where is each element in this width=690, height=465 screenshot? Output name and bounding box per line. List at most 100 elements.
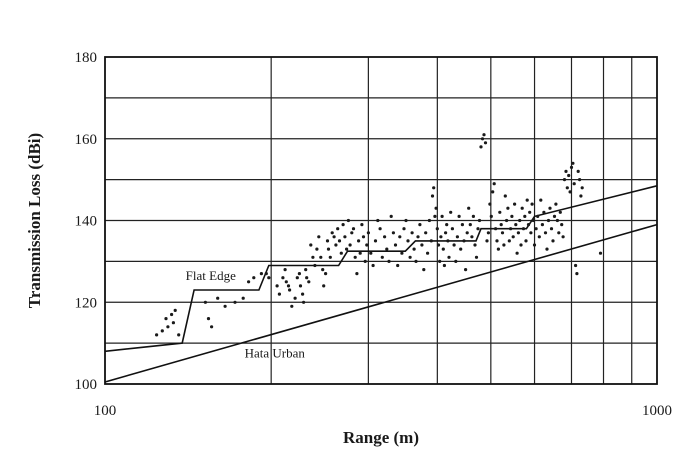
scatter-point <box>536 214 540 218</box>
scatter-point <box>571 161 575 165</box>
scatter-point <box>578 178 582 182</box>
scatter-point <box>576 169 580 173</box>
scatter-point <box>567 173 571 178</box>
scatter-point <box>554 202 558 206</box>
scatter-point <box>160 329 164 333</box>
scatter-point <box>385 247 389 251</box>
scatter-point <box>565 186 569 190</box>
scatter-point <box>537 235 541 239</box>
plot-frame <box>104 56 658 385</box>
scatter-point <box>542 210 546 214</box>
scatter-point <box>551 239 555 243</box>
scatter-point <box>171 321 175 325</box>
scatter-point <box>438 259 442 263</box>
scatter-point <box>524 239 528 243</box>
scatter-point <box>393 243 398 247</box>
scatter-point <box>383 235 387 239</box>
scatter-point <box>439 235 443 239</box>
annotation-label: Hata Urban <box>245 345 306 360</box>
scatter-point <box>482 133 486 137</box>
scatter-point <box>436 243 441 247</box>
scatter-point <box>477 218 482 223</box>
scatter-point <box>440 214 444 218</box>
scatter-point <box>339 251 343 255</box>
y-tick-label: 160 <box>75 132 98 148</box>
plot-border <box>104 56 658 385</box>
series-line <box>104 223 658 383</box>
scatter-point <box>480 137 485 141</box>
scatter-point <box>241 296 245 300</box>
scatter-point <box>507 239 511 243</box>
scatter-point <box>281 276 285 280</box>
scatter-point <box>223 304 227 308</box>
scatter-point <box>470 235 474 239</box>
scatter-point <box>488 202 492 206</box>
scatter-point <box>435 227 439 231</box>
scatter-point <box>325 239 330 243</box>
scatter-point <box>315 247 319 251</box>
scatter-point <box>532 243 537 247</box>
scatter-point <box>252 276 256 280</box>
scatter-point <box>345 247 349 251</box>
scatter-point <box>557 231 561 235</box>
scatter-point <box>518 218 522 223</box>
scatter-point <box>479 145 483 149</box>
scatter-point <box>452 243 456 247</box>
scatter-point <box>203 300 207 304</box>
scatter-point <box>337 239 342 243</box>
scatter-point <box>416 235 420 239</box>
scatter-point <box>500 231 505 235</box>
scatter-point <box>528 210 532 214</box>
scatter-point <box>302 300 306 304</box>
scatter-point <box>432 186 436 190</box>
scatter-point <box>343 235 347 239</box>
scatter-point <box>177 333 181 337</box>
scatter-point <box>427 218 431 223</box>
scatter-point <box>311 255 315 259</box>
scatter-point <box>328 255 332 259</box>
scatter-point <box>546 218 551 223</box>
scatter-point <box>410 231 414 235</box>
scatter-point <box>360 223 364 227</box>
scatter-point <box>216 296 220 300</box>
scatter-point <box>442 263 446 268</box>
scatter-point <box>305 276 309 280</box>
scatter-point <box>446 239 450 243</box>
scatter-point <box>543 231 548 235</box>
scatter-point <box>510 214 514 218</box>
scatter-point <box>380 255 384 259</box>
scatter-point <box>491 190 495 194</box>
scatter-point <box>389 214 393 218</box>
scatter-point <box>355 272 359 276</box>
scatter-point <box>486 231 490 235</box>
scatter-point <box>297 272 301 276</box>
scatter-point <box>283 268 287 272</box>
scatter-point <box>369 251 373 255</box>
scatter-point <box>574 263 578 268</box>
scatter-point <box>414 259 418 263</box>
scatter-point <box>358 251 362 255</box>
scatter-point <box>361 235 366 239</box>
scatter-point <box>348 243 352 247</box>
scatter-point <box>502 243 506 247</box>
scatter-point <box>465 231 469 235</box>
scatter-point <box>391 231 395 235</box>
scatter-point <box>301 292 305 296</box>
scatter-point <box>506 206 510 210</box>
scatter-point <box>341 223 345 227</box>
scatter-point <box>267 276 271 280</box>
scatter-point <box>433 214 437 218</box>
scatter-point <box>322 284 326 288</box>
scatter-point <box>210 325 214 329</box>
scatter-point <box>558 210 562 214</box>
scatter-point <box>277 292 281 296</box>
measured-points <box>155 133 603 337</box>
scatter-point <box>495 239 499 243</box>
scatter-point <box>540 223 545 227</box>
scatter-point <box>489 214 493 218</box>
scatter-point <box>494 227 498 231</box>
scatter-point <box>496 247 500 251</box>
y-tick-label: 180 <box>75 50 98 66</box>
scatter-point <box>521 227 526 231</box>
